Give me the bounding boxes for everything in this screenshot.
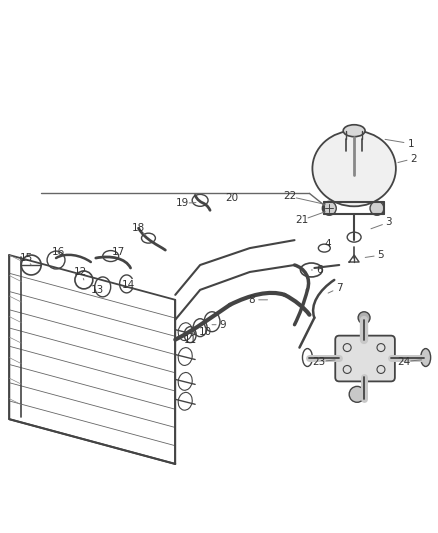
Text: 17: 17 (112, 247, 125, 257)
Text: 7: 7 (336, 283, 343, 293)
Text: 21: 21 (295, 215, 308, 225)
Text: 19: 19 (176, 198, 189, 208)
Text: 15: 15 (20, 253, 33, 263)
Text: 13: 13 (91, 285, 104, 295)
Text: 11: 11 (184, 335, 197, 345)
Text: 5: 5 (378, 250, 384, 260)
Text: 18: 18 (132, 223, 145, 233)
Text: 8: 8 (248, 295, 255, 305)
Text: 22: 22 (283, 191, 296, 201)
Text: 3: 3 (385, 217, 392, 227)
Text: 16: 16 (51, 247, 65, 257)
Text: 6: 6 (316, 265, 323, 275)
Text: 2: 2 (410, 154, 417, 164)
Text: 1: 1 (407, 139, 414, 149)
Text: 12: 12 (74, 267, 88, 277)
Ellipse shape (421, 349, 431, 367)
Text: 20: 20 (226, 193, 238, 204)
Circle shape (370, 201, 384, 215)
Text: 24: 24 (397, 357, 410, 367)
FancyBboxPatch shape (335, 336, 395, 382)
Text: 23: 23 (313, 357, 326, 367)
Circle shape (358, 312, 370, 324)
Text: 14: 14 (122, 280, 135, 290)
Text: 10: 10 (198, 327, 212, 337)
Circle shape (322, 201, 336, 215)
Text: 4: 4 (324, 239, 331, 249)
Ellipse shape (312, 131, 396, 206)
Ellipse shape (343, 125, 365, 136)
Text: 9: 9 (220, 320, 226, 330)
Circle shape (349, 386, 365, 402)
